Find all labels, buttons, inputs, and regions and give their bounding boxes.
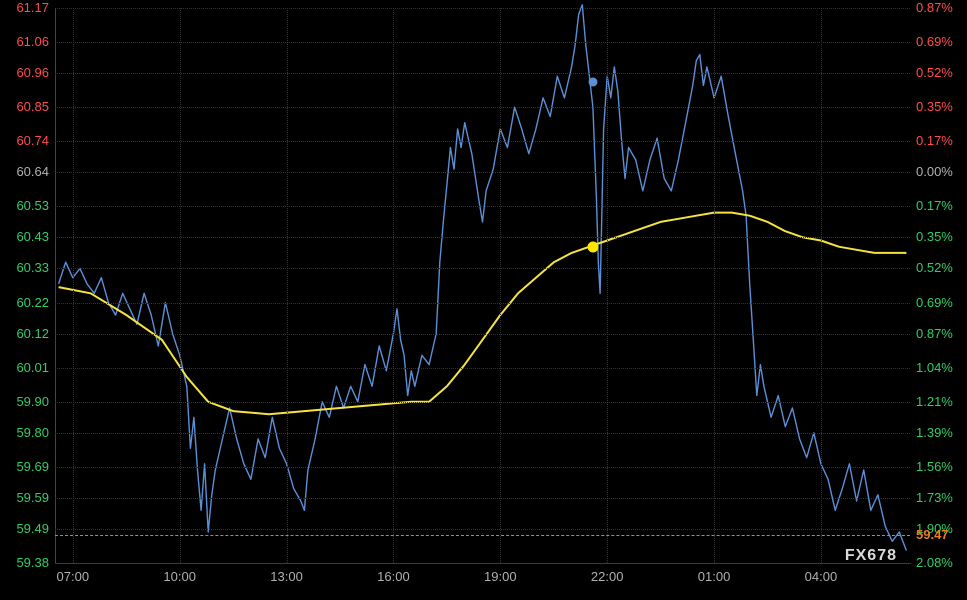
gridline-vertical — [714, 8, 716, 563]
y-left-tick-label: 59.69 — [4, 459, 49, 474]
x-tick-label: 19:00 — [484, 569, 517, 584]
y-right-tick-label: 2.08% — [916, 555, 953, 570]
gridline-horizontal — [55, 433, 910, 435]
y-left-tick-label: 59.38 — [4, 555, 49, 570]
y-right-tick-label: 1.73% — [916, 490, 953, 505]
y-right-tick-label: 0.52% — [916, 260, 953, 275]
reference-label: 59.47 — [916, 527, 949, 542]
y-right-tick-label: 0.52% — [916, 65, 953, 80]
price-chart: 61.17 0.87% 61.06 0.69% 60.96 0.52% 60.85 0.35%… — [0, 0, 967, 600]
y-left-tick-label: 60.12 — [4, 326, 49, 341]
gridline-horizontal — [55, 172, 910, 174]
y-left-tick-label: 60.53 — [4, 198, 49, 213]
y-right-tick-label: 0.69% — [916, 295, 953, 310]
gridline-vertical — [393, 8, 395, 563]
y-left-tick-label: 59.80 — [4, 425, 49, 440]
gridline-horizontal — [55, 498, 910, 500]
x-tick-label: 16:00 — [377, 569, 410, 584]
gridline-horizontal — [55, 368, 910, 370]
x-tick-label: 07:00 — [57, 569, 90, 584]
gridline-vertical — [287, 8, 289, 563]
y-right-tick-label: 0.00% — [916, 164, 953, 179]
y-left-tick-label: 60.22 — [4, 295, 49, 310]
gridline-horizontal — [55, 268, 910, 270]
y-left-tick-label: 60.43 — [4, 229, 49, 244]
gridline-vertical — [180, 8, 182, 563]
gridline-horizontal — [55, 8, 910, 10]
y-right-tick-label: 1.21% — [916, 394, 953, 409]
y-right-tick-label: 0.69% — [916, 34, 953, 49]
chart-marker — [588, 78, 597, 87]
y-right-tick-label: 0.35% — [916, 99, 953, 114]
y-left-tick-label: 60.33 — [4, 260, 49, 275]
gridline-horizontal — [55, 141, 910, 143]
y-left-tick-label: 59.59 — [4, 490, 49, 505]
y-left-tick-label: 60.96 — [4, 65, 49, 80]
x-tick-label: 04:00 — [805, 569, 838, 584]
gridline-horizontal — [55, 42, 910, 44]
gridline-horizontal — [55, 529, 910, 531]
chart-marker — [587, 241, 598, 252]
y-right-tick-label: 0.87% — [916, 326, 953, 341]
gridline-vertical — [821, 8, 823, 563]
y-right-tick-label: 0.17% — [916, 133, 953, 148]
gridline-horizontal — [55, 334, 910, 336]
gridline-horizontal — [55, 206, 910, 208]
y-left-tick-label: 61.17 — [4, 0, 49, 15]
gridline-horizontal — [55, 107, 910, 109]
gridline-horizontal — [55, 73, 910, 75]
reference-line — [55, 535, 910, 536]
x-tick-label: 10:00 — [163, 569, 196, 584]
x-tick-label: 01:00 — [698, 569, 731, 584]
gridline-horizontal — [55, 563, 910, 565]
x-tick-label: 22:00 — [591, 569, 624, 584]
x-tick-label: 13:00 — [270, 569, 303, 584]
gridline-horizontal — [55, 402, 910, 404]
y-left-tick-label: 60.85 — [4, 99, 49, 114]
y-right-tick-label: 1.04% — [916, 360, 953, 375]
y-left-tick-label: 59.49 — [4, 521, 49, 536]
y-left-tick-label: 61.06 — [4, 34, 49, 49]
gridline-horizontal — [55, 303, 910, 305]
y-right-tick-label: 1.39% — [916, 425, 953, 440]
y-right-tick-label: 0.87% — [916, 0, 953, 15]
gridline-horizontal — [55, 237, 910, 239]
gridline-horizontal — [55, 467, 910, 469]
y-left-tick-label: 60.01 — [4, 360, 49, 375]
gridline-vertical — [73, 8, 75, 563]
gridline-vertical — [500, 8, 502, 563]
y-right-tick-label: 1.56% — [916, 459, 953, 474]
y-right-tick-label: 0.35% — [916, 229, 953, 244]
y-left-tick-label: 60.74 — [4, 133, 49, 148]
y-left-tick-label: 59.90 — [4, 394, 49, 409]
y-left-tick-label: 60.64 — [4, 164, 49, 179]
watermark: FX678 — [845, 547, 897, 565]
gridline-vertical — [607, 8, 609, 563]
y-right-tick-label: 0.17% — [916, 198, 953, 213]
